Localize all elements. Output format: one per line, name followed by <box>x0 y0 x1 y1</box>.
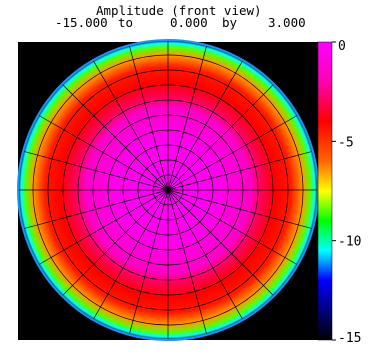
polar-grid <box>17 39 319 341</box>
grid-spoke <box>37 189 169 266</box>
grid-spoke <box>167 83 275 191</box>
grid-spoke <box>167 189 275 297</box>
grid-spoke <box>167 189 299 266</box>
grid-spoke <box>167 114 299 191</box>
colorbar-tick-label: -15 <box>338 331 361 346</box>
grid-spoke <box>37 114 169 191</box>
grid-spoke <box>61 83 169 191</box>
grid-spoke <box>128 45 169 191</box>
grid-spoke <box>92 189 169 321</box>
grid-spoke <box>128 189 169 335</box>
colorbar-ticks: 0 -5 -10 -15 <box>332 39 361 346</box>
grid-spoke <box>92 59 169 191</box>
colorbar <box>317 41 333 341</box>
range-to-word: to <box>118 15 134 30</box>
grid-spoke <box>167 189 313 230</box>
grid-spoke <box>23 150 169 191</box>
colorbar-tick-label: 0 <box>338 39 346 54</box>
range-from: -15.000 <box>55 15 108 30</box>
grid-spoke <box>23 189 169 230</box>
range-to: 0.000 <box>170 15 208 30</box>
colorbar-tick-label: -5 <box>338 135 354 150</box>
grid-spoke <box>167 59 244 191</box>
grid-spoke <box>167 150 313 191</box>
grid-spoke <box>61 189 169 297</box>
colorbar-tick-label: -10 <box>338 235 361 250</box>
chart-title: Amplitude (front view) <box>96 3 262 18</box>
grid-spoke <box>167 45 208 191</box>
range-step: 3.000 <box>268 15 306 30</box>
grid-spoke <box>167 189 208 335</box>
range-by-word: by <box>222 15 238 30</box>
grid-spoke <box>167 189 244 321</box>
